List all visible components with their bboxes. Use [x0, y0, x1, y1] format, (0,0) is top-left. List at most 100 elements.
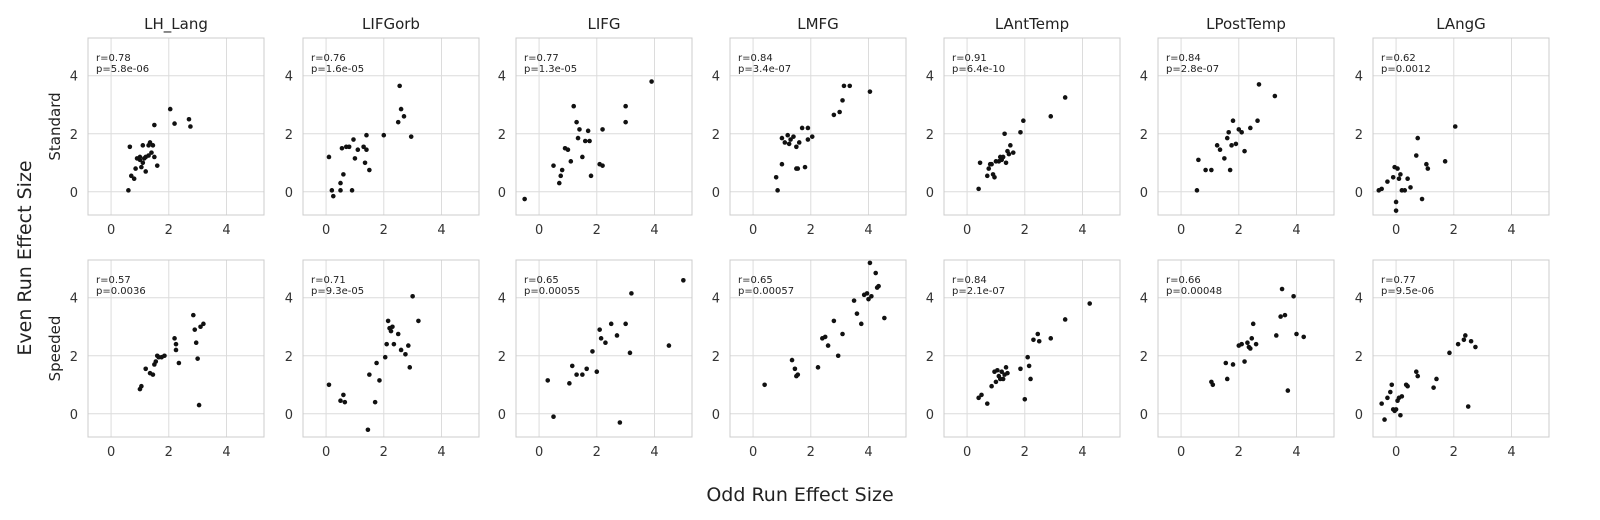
y-tick-label: 4 — [1355, 70, 1363, 85]
data-point — [352, 156, 358, 161]
data-point — [623, 103, 628, 109]
data-point — [1395, 166, 1400, 171]
data-point — [822, 334, 828, 340]
p-value-label: p=0.00048 — [1166, 286, 1222, 297]
y-tick-label: 4 — [712, 292, 720, 307]
data-point — [559, 167, 565, 173]
data-point — [150, 372, 156, 377]
x-tick-label: 2 — [165, 223, 173, 238]
p-value-label: p=5.8e-06 — [96, 64, 149, 75]
data-point — [173, 347, 179, 353]
p-value-label: p=1.6e-05 — [311, 64, 364, 75]
y-tick-label: 4 — [70, 292, 78, 307]
data-point — [1393, 208, 1399, 213]
y-tick-label: 2 — [70, 128, 78, 143]
data-point — [1468, 338, 1474, 344]
data-point — [154, 163, 160, 168]
data-point — [976, 186, 981, 192]
data-point — [152, 122, 157, 128]
x-tick-label: 0 — [1177, 223, 1185, 238]
y-tick-label: 2 — [1140, 128, 1148, 143]
data-point — [329, 188, 335, 193]
data-point — [1242, 359, 1247, 364]
data-point — [390, 324, 395, 330]
y-axis-title: Even Run Effect Size — [14, 160, 36, 355]
data-point — [825, 343, 831, 348]
y-tick-label: 0 — [926, 186, 934, 201]
data-point — [1230, 362, 1236, 367]
data-point — [341, 172, 346, 177]
data-point — [600, 163, 605, 168]
data-point — [809, 134, 815, 139]
p-value-label: p=3.4e-07 — [738, 64, 791, 75]
data-point — [556, 180, 562, 186]
data-point — [149, 150, 154, 155]
data-point — [1301, 334, 1307, 340]
data-point — [796, 140, 802, 145]
data-point — [351, 137, 356, 142]
data-point — [1393, 199, 1399, 205]
data-point — [799, 125, 805, 131]
x-tick-label: 2 — [1235, 445, 1243, 460]
y-tick-label: 2 — [285, 350, 293, 365]
data-point — [1087, 301, 1093, 306]
data-point — [139, 164, 144, 170]
y-tick-label: 2 — [926, 350, 934, 365]
data-point — [1419, 196, 1425, 202]
y-tick-label: 0 — [712, 186, 720, 201]
correlation-label: r=0.65 — [738, 275, 773, 286]
row-label-speeded: Speeded — [46, 316, 64, 382]
data-point — [410, 293, 415, 299]
column-title-langg: LAngG — [1436, 15, 1486, 33]
data-point — [841, 83, 847, 89]
x-tick-label: 2 — [807, 445, 815, 460]
x-tick-label: 0 — [107, 223, 115, 238]
x-tick-label: 0 — [749, 445, 757, 460]
data-point — [408, 134, 414, 139]
data-point — [1393, 407, 1399, 412]
p-value-label: p=0.00057 — [738, 286, 794, 297]
data-point — [1389, 382, 1395, 388]
data-point — [1245, 340, 1250, 345]
data-point — [1214, 143, 1220, 148]
x-tick-label: 2 — [807, 223, 815, 238]
data-point — [1217, 147, 1223, 153]
column-title-lh_lang: LH_Lang — [144, 15, 208, 34]
x-tick-label: 4 — [222, 445, 230, 460]
x-tick-label: 0 — [1177, 445, 1185, 460]
data-point — [1424, 161, 1429, 167]
data-point — [1398, 412, 1403, 418]
data-point — [1255, 118, 1260, 123]
column-title-lifg: LIFG — [587, 15, 620, 33]
data-point — [999, 369, 1005, 375]
data-point — [128, 173, 134, 179]
panel-speeded-lmfg: 0 2 4 0 2 4 r=0.65p=0.00057 — [712, 259, 907, 460]
data-point — [140, 160, 146, 166]
data-point — [854, 311, 860, 316]
data-point — [1413, 369, 1419, 375]
data-point — [989, 383, 994, 389]
data-point — [398, 106, 404, 112]
x-tick-label: 4 — [1507, 223, 1515, 238]
data-point — [786, 141, 792, 147]
data-point — [805, 137, 811, 142]
data-point — [198, 324, 203, 330]
data-point — [603, 340, 608, 345]
data-point — [1253, 341, 1259, 347]
data-point — [365, 427, 371, 433]
y-tick-label: 4 — [1140, 292, 1148, 307]
data-point — [847, 83, 853, 89]
data-point — [1413, 153, 1419, 158]
data-point — [551, 163, 556, 168]
panel-frame — [1372, 259, 1550, 438]
y-tick-label: 0 — [926, 408, 934, 423]
panel-frame — [302, 37, 480, 216]
data-point — [1224, 135, 1230, 141]
data-point — [567, 381, 572, 386]
data-point — [341, 392, 346, 398]
data-point — [989, 161, 994, 167]
data-point — [385, 318, 391, 324]
y-tick-label: 0 — [1140, 408, 1148, 423]
